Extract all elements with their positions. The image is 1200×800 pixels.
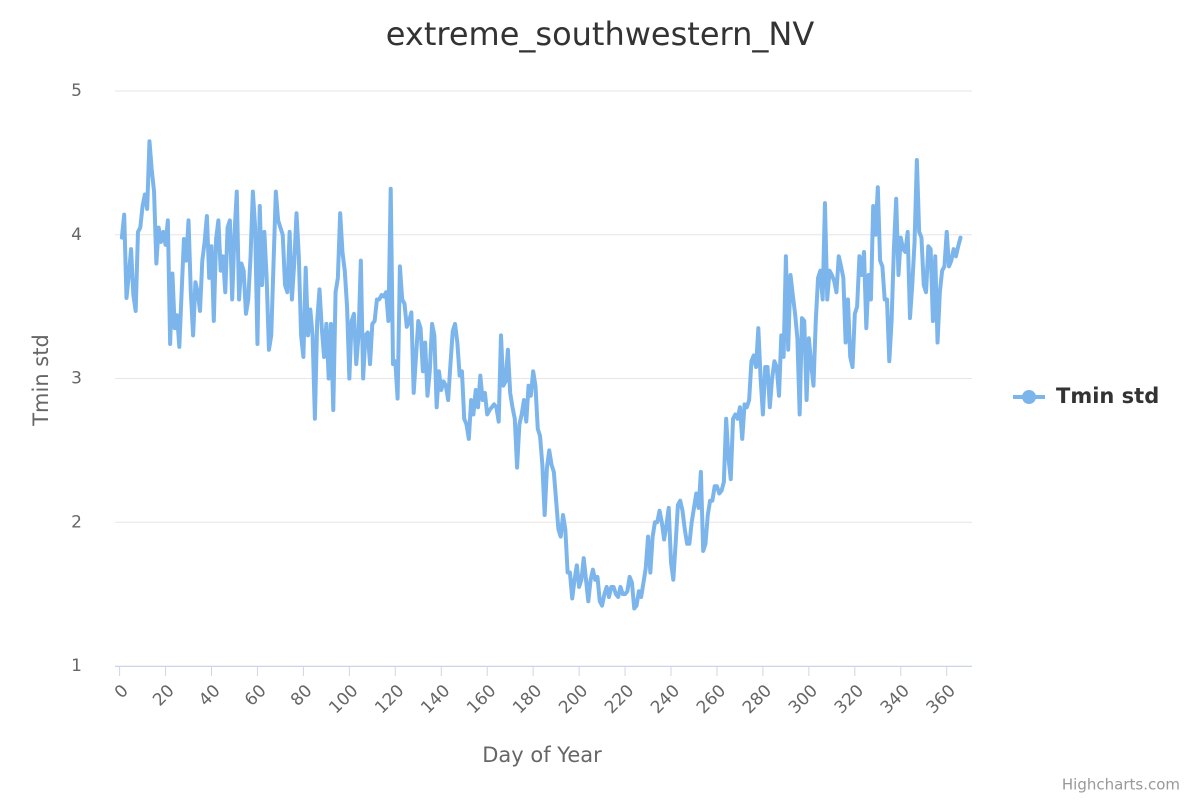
y-tick-label: 3	[71, 369, 82, 389]
x-tick-label: 80	[287, 681, 316, 710]
x-tick-label: 220	[601, 681, 638, 718]
y-tick-label: 1	[71, 656, 82, 676]
x-tick-label: 180	[509, 681, 546, 718]
x-tick-label: 120	[371, 681, 408, 718]
x-axis-title: Day of Year	[482, 743, 602, 767]
y-axis-title: Tmin std	[29, 334, 53, 427]
x-tick-label: 200	[555, 681, 592, 718]
x-tick-label: 140	[417, 681, 454, 718]
x-tick-label: 280	[739, 681, 776, 718]
y-tick-label: 4	[71, 225, 82, 245]
x-tick-label: 20	[149, 681, 178, 710]
x-tick-label: 260	[693, 681, 730, 718]
x-tick-label: 300	[785, 681, 822, 718]
x-tick-label: 360	[923, 681, 960, 718]
x-tick-label: 240	[647, 681, 684, 718]
x-tick-label: 160	[463, 681, 500, 718]
y-tick-label: 5	[71, 81, 82, 101]
y-tick-label: 2	[71, 512, 82, 532]
x-tick-label: 320	[831, 681, 868, 718]
chart-title: extreme_southwestern_NV	[386, 15, 815, 53]
data-line	[119, 139, 963, 611]
x-tick-label: 40	[195, 681, 224, 710]
x-tick-label: 0	[111, 681, 133, 703]
x-tick-label: 60	[241, 681, 270, 710]
legend-symbol	[1022, 390, 1036, 404]
legend-label: Tmin std	[1056, 384, 1159, 408]
legend-item[interactable]: Tmin std	[1013, 384, 1159, 408]
x-tick-label: 340	[877, 681, 914, 718]
credits: Highcharts.com	[1062, 776, 1180, 794]
x-tick-label: 100	[325, 681, 362, 718]
